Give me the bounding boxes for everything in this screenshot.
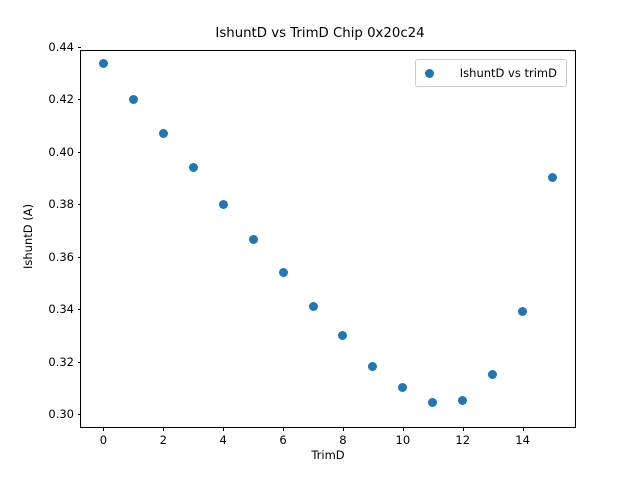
x-axis-tick-label: 4	[219, 433, 227, 447]
x-axis-tick-label: 0	[99, 433, 108, 447]
scatter-point	[458, 395, 468, 405]
x-axis-tick	[522, 427, 524, 431]
x-axis-tick-label: 10	[395, 433, 411, 447]
x-axis-tick	[103, 427, 105, 431]
plot-axes: IshuntD vs trimD 0.30 0.32 0.34 0.36 0.38 0.4…	[48, 40, 576, 447]
scatter-point	[158, 128, 168, 138]
y-axis-tick	[77, 309, 81, 311]
y-axis-tick	[77, 204, 81, 206]
y-axis-label: IshuntD (A)	[21, 203, 35, 269]
legend-item-label: IshuntD vs trimD	[459, 66, 557, 80]
scatter-point	[278, 267, 288, 277]
y-axis-tick	[77, 151, 81, 153]
x-axis-tick-label: 12	[455, 433, 471, 447]
y-axis-tick-label: 0.44	[48, 39, 74, 54]
x-axis-tick-label: 6	[279, 433, 287, 447]
scatter-point	[518, 306, 528, 316]
y-axis-tick	[77, 414, 81, 416]
x-axis-tick	[462, 427, 464, 431]
x-axis-tick	[283, 427, 285, 431]
scatter-point	[218, 199, 228, 209]
y-axis-tick-label: 0.38	[48, 197, 74, 212]
scatter-point	[428, 397, 438, 407]
x-axis-tick	[342, 427, 344, 431]
y-axis-tick-label: 0.42	[48, 92, 74, 107]
y-axis-tick	[77, 46, 81, 48]
y-axis-tick	[77, 256, 81, 258]
scatter-point	[368, 362, 378, 372]
scatter-point	[98, 59, 108, 69]
y-axis-tick	[77, 99, 81, 101]
x-axis-tick-label: 14	[515, 433, 530, 447]
x-axis-tick-label: 2	[159, 433, 167, 447]
scatter-point	[398, 383, 408, 393]
y-axis-tick-label: 0.36	[48, 249, 74, 264]
legend-marker-icon	[424, 68, 434, 78]
scatter-point	[128, 94, 138, 104]
scatter-point	[548, 173, 558, 183]
y-axis-tick	[77, 361, 81, 363]
x-axis-tick-label: 8	[339, 433, 347, 447]
x-axis-tick	[163, 427, 165, 431]
scatter-point	[188, 162, 198, 172]
legend: IshuntD vs trimD	[414, 59, 567, 87]
y-axis-tick-label: 0.32	[48, 354, 74, 369]
scatter-point	[338, 330, 348, 340]
scatter-point	[488, 369, 498, 379]
y-axis-tick-label: 0.40	[48, 144, 74, 159]
scatter-point	[248, 235, 258, 245]
x-axis-tick	[223, 427, 225, 431]
scatter-plot-area	[81, 51, 575, 427]
x-axis-label: TrimD	[311, 448, 345, 462]
x-axis-tick	[402, 427, 404, 431]
page-title: IshuntD vs TrimD Chip 0x20c24	[215, 26, 425, 41]
y-axis-tick-label: 0.30	[48, 407, 74, 422]
y-axis-tick-label: 0.34	[48, 302, 74, 317]
scatter-point	[308, 302, 318, 312]
